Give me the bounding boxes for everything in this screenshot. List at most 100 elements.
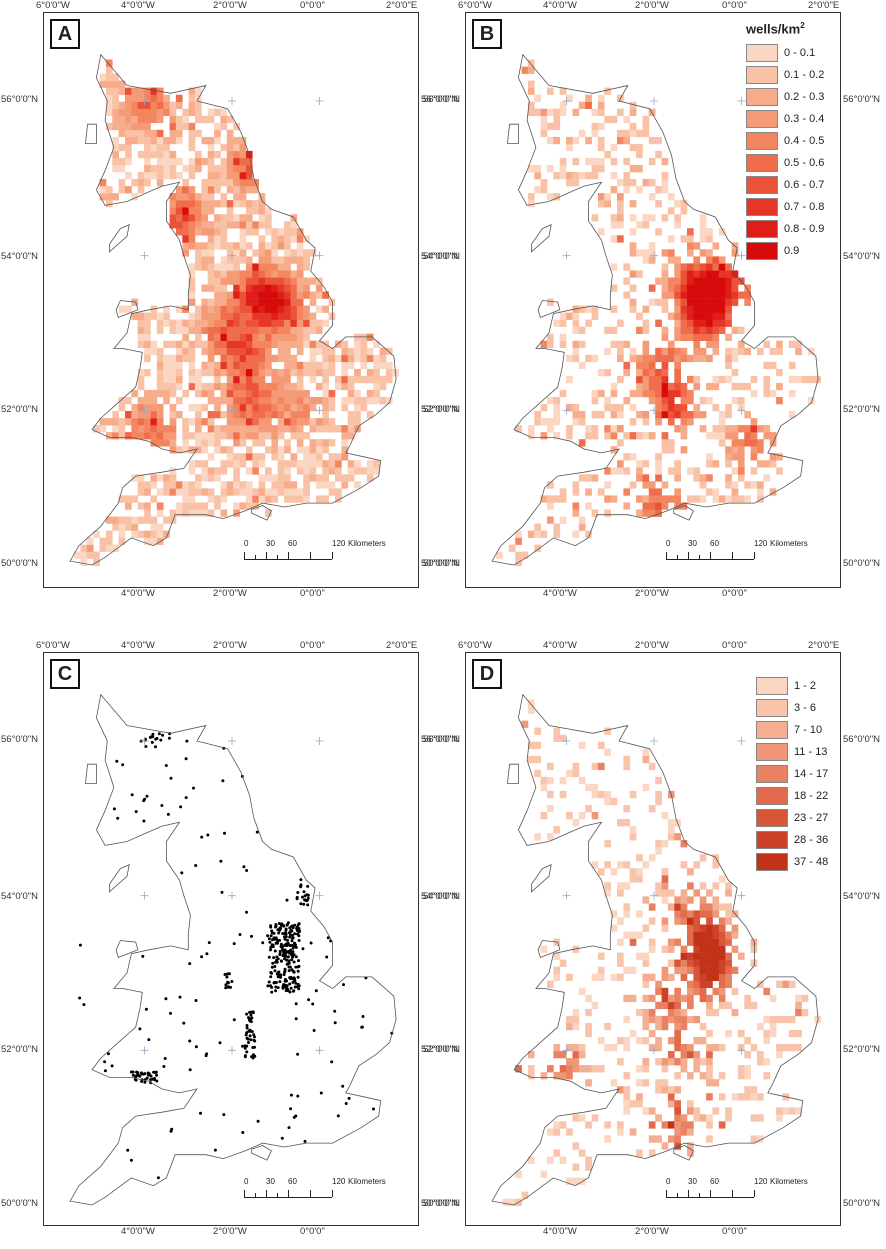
well-point <box>360 1025 364 1029</box>
grid-cell <box>776 1114 783 1122</box>
grid-cell <box>795 1044 802 1052</box>
grid-cell <box>195 207 202 215</box>
grid-cell <box>718 284 726 292</box>
grid-cell <box>648 242 656 250</box>
grid-cell <box>188 404 196 412</box>
grid-cell <box>341 354 349 363</box>
grid-cell <box>290 425 298 433</box>
grid-cell <box>239 404 247 412</box>
grid-cell <box>271 277 279 285</box>
grid-cell <box>712 945 720 953</box>
grid-cell <box>239 347 247 356</box>
grid-cell <box>277 411 285 419</box>
grid-cell <box>744 382 751 391</box>
grid-cell <box>680 425 688 433</box>
grid-cell <box>674 291 681 299</box>
grid-cell <box>667 291 675 299</box>
grid-cell <box>271 298 279 306</box>
coastline <box>673 505 694 521</box>
grid-cell <box>604 882 611 890</box>
grid-cell <box>195 425 202 433</box>
well-point <box>226 985 230 989</box>
grid-cell <box>718 1093 726 1101</box>
grid-cell <box>265 249 272 257</box>
grid-cell <box>744 298 751 306</box>
grid-cell <box>290 298 298 306</box>
grid-cell <box>125 418 132 426</box>
well-point <box>149 1078 153 1082</box>
grid-cell <box>674 284 681 292</box>
grid-cell <box>284 474 291 482</box>
grid-cell <box>629 270 637 278</box>
well-point <box>166 812 170 816</box>
grid-cell <box>744 1072 751 1080</box>
well-point <box>164 764 168 767</box>
grid-cell <box>226 397 234 405</box>
grid-cell <box>687 882 694 890</box>
grid-cell <box>271 340 279 348</box>
grid-cell <box>731 453 739 461</box>
grid-cell <box>112 73 119 81</box>
grid-cell <box>233 397 240 405</box>
grid-cell <box>163 94 170 102</box>
grid-cell <box>163 172 170 180</box>
grid-cell <box>706 453 713 461</box>
well-point <box>295 895 299 899</box>
legend-label: 1 - 2 <box>794 680 817 692</box>
grid-cell <box>118 80 126 88</box>
grid-cell <box>623 966 631 974</box>
grid-cell <box>553 495 561 503</box>
grid-cell <box>169 157 177 166</box>
grid-cell <box>341 404 349 412</box>
grid-cell <box>566 812 573 820</box>
grid-cell <box>118 115 126 124</box>
grid-cell <box>182 235 189 243</box>
grid-cell <box>737 1093 745 1101</box>
grid-cell <box>182 481 189 489</box>
grid-cell <box>131 495 139 503</box>
grid-cell <box>277 228 285 236</box>
grid-cell <box>674 375 681 384</box>
grid-cell <box>750 432 758 440</box>
grid-cell <box>163 101 170 109</box>
grid-cell <box>226 326 234 334</box>
grid-cell <box>303 284 310 292</box>
longitude-label: 2°0'0"W <box>635 1226 669 1237</box>
grid-cell <box>706 488 713 496</box>
grid-cell <box>642 418 650 426</box>
grid-cell <box>712 973 720 981</box>
grid-cell <box>315 495 323 503</box>
well-point <box>286 989 290 993</box>
grid-cell <box>150 312 158 320</box>
grid-cell <box>655 1037 662 1045</box>
grid-cell <box>207 157 215 166</box>
grid-cell <box>699 214 707 222</box>
grid-cell <box>750 1001 758 1010</box>
grid-cell <box>617 460 624 468</box>
grid-cell <box>547 1156 554 1164</box>
grid-cell <box>144 312 151 320</box>
grid-cell <box>373 340 380 348</box>
grid-cell <box>233 481 240 489</box>
grid-cell <box>706 382 713 391</box>
grid-cell <box>182 193 189 201</box>
latitude-label: 52°0'0"N <box>843 1044 880 1055</box>
grid-cell <box>763 340 771 348</box>
grid-cell <box>648 1015 656 1024</box>
grid-cell <box>239 361 247 370</box>
grid-cell <box>182 446 189 454</box>
grid-cell <box>188 193 196 201</box>
grid-cell <box>150 87 158 95</box>
grid-cell <box>175 347 183 356</box>
grid-cell <box>169 115 177 124</box>
well-point <box>115 759 119 763</box>
grid-cell <box>303 460 310 468</box>
grid-cell <box>284 446 291 454</box>
grid-cell <box>534 108 541 116</box>
graticule-cross <box>140 406 149 415</box>
grid-cell <box>680 1114 688 1122</box>
grid-cell <box>258 439 266 447</box>
grid-cell <box>617 411 624 419</box>
longitude-label: 2°0'0"W <box>635 0 669 11</box>
grid-cell <box>258 474 266 482</box>
